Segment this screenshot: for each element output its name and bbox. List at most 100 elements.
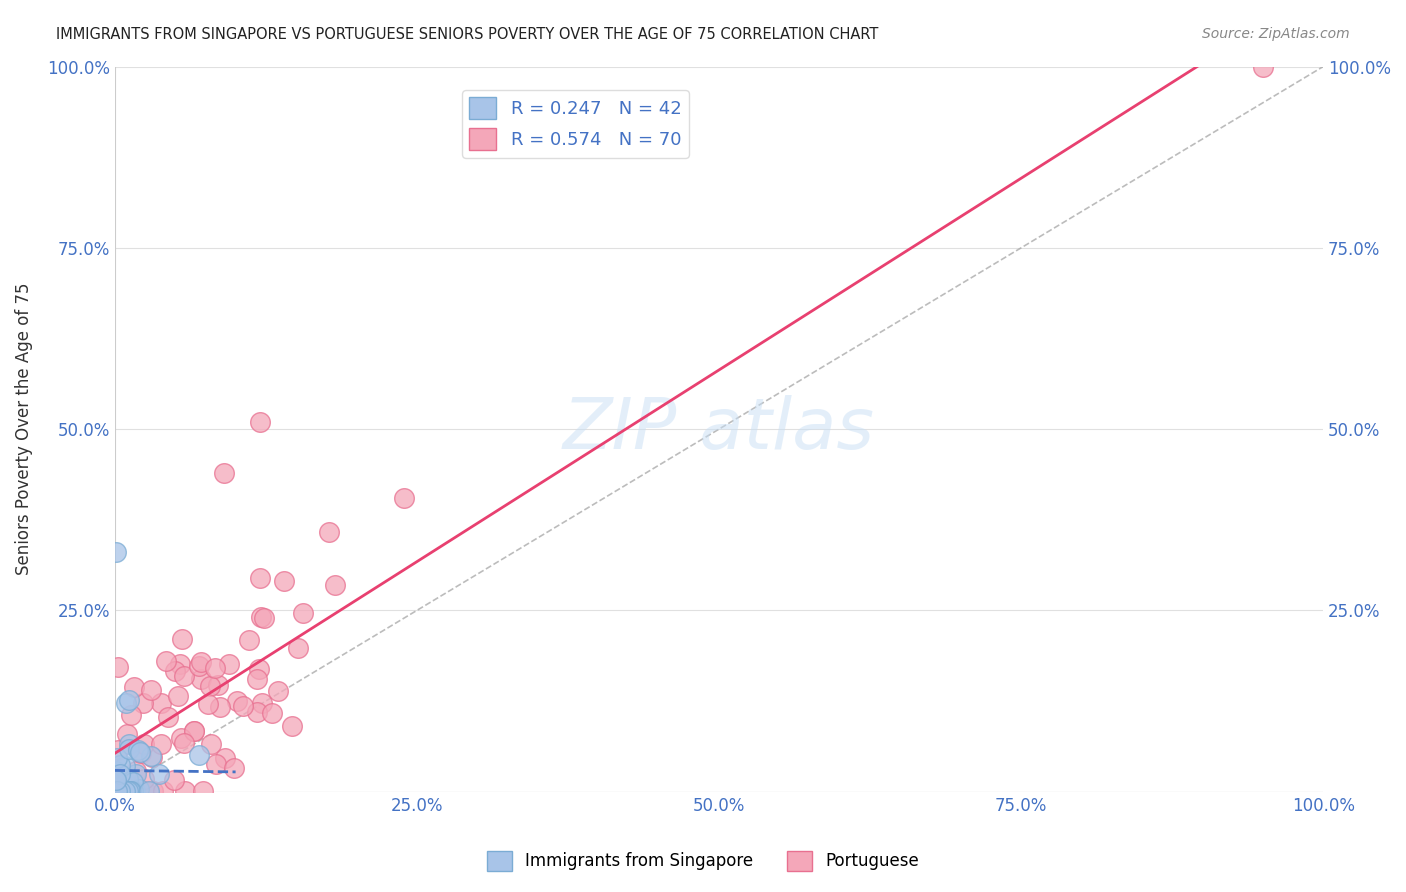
Point: [149, 737, 172, 751]
Point: [139, 748, 162, 763]
Point: [134, 772, 156, 786]
Point: [120, 784, 142, 798]
Point: [169, 657, 191, 671]
Point: [110, 784, 132, 798]
Point: [252, 696, 274, 710]
Point: [246, 705, 269, 719]
Point: [226, 694, 249, 708]
Point: [262, 706, 284, 721]
Point: [188, 659, 211, 673]
Point: [148, 766, 170, 780]
Point: [120, 708, 142, 723]
Text: Source: ZipAtlas.com: Source: ZipAtlas.com: [1202, 27, 1350, 41]
Point: [207, 678, 229, 692]
Point: [273, 574, 295, 588]
Point: [163, 772, 186, 787]
Point: [149, 696, 172, 710]
Point: [246, 672, 269, 686]
Point: [122, 774, 145, 789]
Point: [190, 655, 212, 669]
Point: [253, 611, 276, 625]
Text: ZIP atlas: ZIP atlas: [562, 394, 875, 464]
Point: [114, 784, 136, 798]
Point: [267, 684, 290, 698]
Point: [167, 689, 190, 703]
Point: [209, 700, 232, 714]
Point: [323, 578, 346, 592]
Point: [107, 743, 129, 757]
Point: [170, 731, 193, 746]
Point: [152, 784, 174, 798]
Point: [118, 784, 141, 798]
Point: [212, 466, 235, 480]
Point: [318, 524, 340, 539]
Point: [129, 745, 152, 759]
Point: [124, 764, 146, 778]
Point: [112, 784, 135, 798]
Point: [107, 784, 129, 798]
Point: [197, 698, 219, 712]
Point: [249, 610, 271, 624]
Point: [104, 545, 127, 559]
Point: [107, 784, 129, 798]
Point: [107, 660, 129, 674]
Point: [163, 665, 186, 679]
Point: [105, 772, 128, 787]
Point: [107, 784, 129, 798]
Point: [104, 773, 127, 788]
Point: [121, 784, 143, 798]
Point: [183, 724, 205, 739]
Point: [122, 784, 145, 798]
Point: [114, 784, 136, 798]
Point: [127, 743, 149, 757]
Point: [111, 784, 134, 798]
Point: [1251, 60, 1274, 74]
Legend: R = 0.247   N = 42, R = 0.574   N = 70: R = 0.247 N = 42, R = 0.574 N = 70: [463, 90, 689, 158]
Point: [122, 680, 145, 694]
Point: [222, 761, 245, 775]
Point: [238, 633, 260, 648]
Point: [132, 737, 155, 751]
Point: [110, 784, 132, 798]
Point: [129, 746, 152, 760]
Point: [174, 784, 197, 798]
Point: [198, 679, 221, 693]
Point: [108, 758, 131, 772]
Point: [191, 784, 214, 798]
Point: [280, 719, 302, 733]
Point: [190, 672, 212, 686]
Point: [287, 641, 309, 656]
Point: [118, 737, 141, 751]
Point: [118, 693, 141, 707]
Point: [117, 784, 139, 798]
Point: [188, 748, 211, 763]
Legend: Immigrants from Singapore, Portuguese: Immigrants from Singapore, Portuguese: [481, 844, 925, 878]
Point: [218, 657, 240, 671]
Point: [139, 682, 162, 697]
Point: [115, 727, 138, 741]
Point: [105, 784, 128, 798]
Point: [173, 668, 195, 682]
Point: [142, 784, 165, 798]
Point: [249, 571, 271, 585]
Point: [392, 491, 415, 505]
Point: [115, 696, 138, 710]
Point: [200, 737, 222, 751]
Point: [247, 662, 270, 676]
Point: [118, 741, 141, 756]
Point: [107, 774, 129, 789]
Point: [183, 724, 205, 739]
Point: [108, 767, 131, 781]
Point: [205, 756, 228, 771]
Point: [121, 784, 143, 798]
Point: [134, 784, 156, 798]
Point: [204, 661, 226, 675]
Point: [114, 784, 136, 798]
Point: [170, 632, 193, 647]
Point: [155, 654, 177, 668]
Point: [134, 784, 156, 798]
Point: [249, 415, 271, 429]
Point: [105, 784, 128, 798]
Point: [128, 782, 150, 797]
Point: [132, 696, 155, 710]
